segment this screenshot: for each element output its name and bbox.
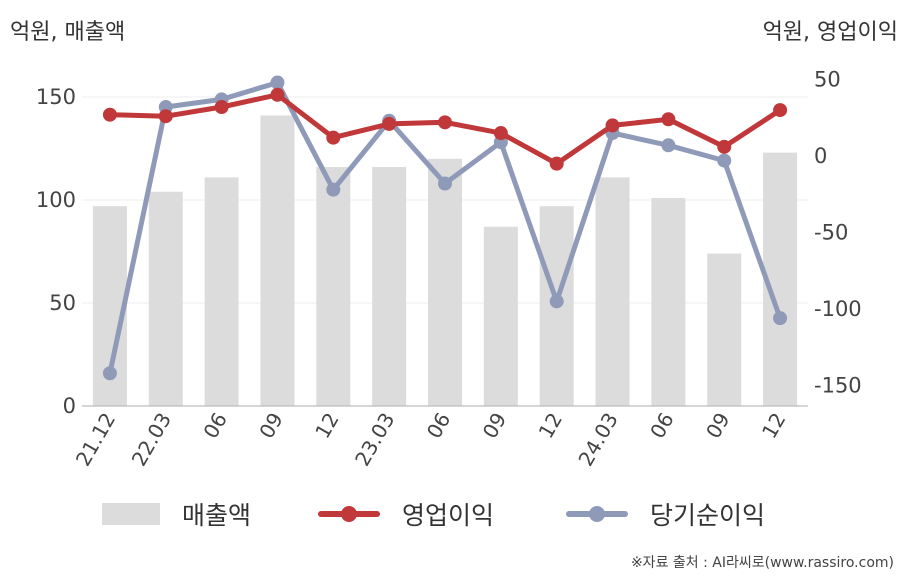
line-series <box>102 75 788 381</box>
legend: 매출액 영업이익 당기순이익 <box>0 494 908 534</box>
legend-item-revenue: 매출액 <box>102 494 251 534</box>
point-당기순이익-21.12 <box>102 366 117 381</box>
left-tick-label: 50 <box>49 291 76 315</box>
point-당기순이익-06 <box>661 138 676 153</box>
legend-item-operating-profit: 영업이익 <box>318 494 494 534</box>
x-tick-label: 22.03 <box>127 409 176 471</box>
legend-line-swatch-operating-profit <box>318 503 380 525</box>
x-tick-label: 09 <box>254 409 288 443</box>
point-영업이익-21.12 <box>102 107 117 122</box>
left-tick-label: 100 <box>36 188 76 212</box>
source-note: ※자료 출처 : AI라씨로(www.rassiro.com) <box>630 555 894 571</box>
x-tick-label: 09 <box>478 409 512 443</box>
bar-09 <box>260 115 295 406</box>
legend-label-operating-profit: 영업이익 <box>402 501 495 530</box>
bar-06 <box>428 158 462 406</box>
point-영업이익-12 <box>549 156 564 171</box>
bar-12 <box>316 167 351 406</box>
right-axis-unit: 억원, 영업이익 <box>762 20 898 45</box>
point-당기순이익-06 <box>438 176 452 191</box>
right-tick-label: -100 <box>814 297 862 321</box>
point-당기순이익-12 <box>326 182 341 197</box>
x-tick-label: 09 <box>701 409 735 443</box>
left-axis-unit: 억원, 매출액 <box>10 20 126 45</box>
x-tick-label: 06 <box>645 409 679 443</box>
bar-24.03 <box>595 177 630 406</box>
right-tick-label: 0 <box>814 144 827 168</box>
left-y-axis-ticks: 0 50 100 150 <box>36 85 76 418</box>
legend-bar-swatch <box>102 503 160 525</box>
x-axis-ticks: 21.12 22.03 06 09 12 23.03 06 09 12 24.03 06 09 12 <box>71 409 791 471</box>
point-영업이익-06 <box>214 100 229 115</box>
right-tick-label: -50 <box>814 221 848 245</box>
x-tick-label: 06 <box>198 409 232 443</box>
x-tick-label: 06 <box>422 409 456 443</box>
right-tick-label: -150 <box>814 374 862 398</box>
right-tick-label: 50 <box>814 68 841 92</box>
point-영업이익-24.03 <box>605 118 620 133</box>
bar-06 <box>204 177 239 406</box>
x-tick-label: 24.03 <box>573 409 622 471</box>
point-당기순이익-12 <box>549 294 564 309</box>
legend-label-net-income: 당기순이익 <box>650 501 766 530</box>
legend-item-net-income: 당기순이익 <box>566 494 765 534</box>
x-tick-label: 23.03 <box>350 409 399 471</box>
point-영업이익-09 <box>717 139 732 154</box>
point-영업이익-22.03 <box>158 109 173 124</box>
point-영업이익-09 <box>493 126 508 141</box>
legend-line-swatch-net-income <box>566 503 628 525</box>
left-tick-label: 150 <box>36 85 76 109</box>
point-영업이익-06 <box>661 112 676 127</box>
left-tick-label: 0 <box>63 394 76 418</box>
point-영업이익-06 <box>438 115 452 130</box>
legend-label-revenue: 매출액 <box>182 501 252 530</box>
point-영업이익-12 <box>773 103 788 118</box>
right-y-axis-ticks: -150 -100 -50 0 50 <box>814 68 862 398</box>
point-당기순이익-12 <box>773 311 788 326</box>
bar-09 <box>483 226 518 406</box>
bar-06 <box>651 197 686 406</box>
bar-09 <box>707 253 742 406</box>
point-영업이익-12 <box>326 130 341 145</box>
point-영업이익-09 <box>270 87 285 102</box>
x-tick-label: 12 <box>534 409 568 443</box>
revenue-bars <box>92 115 798 406</box>
x-tick-label: 21.12 <box>71 409 120 471</box>
x-tick-label: 12 <box>757 409 791 443</box>
point-영업이익-23.03 <box>382 116 397 131</box>
combo-chart: 0 50 100 150 -150 -100 -50 0 50 21.12 22.03 06 09 1… <box>36 68 862 471</box>
point-당기순이익-09 <box>270 75 285 90</box>
bar-23.03 <box>372 167 407 406</box>
point-당기순이익-09 <box>717 153 732 168</box>
x-tick-label: 12 <box>310 409 344 443</box>
bar-22.03 <box>148 191 183 406</box>
